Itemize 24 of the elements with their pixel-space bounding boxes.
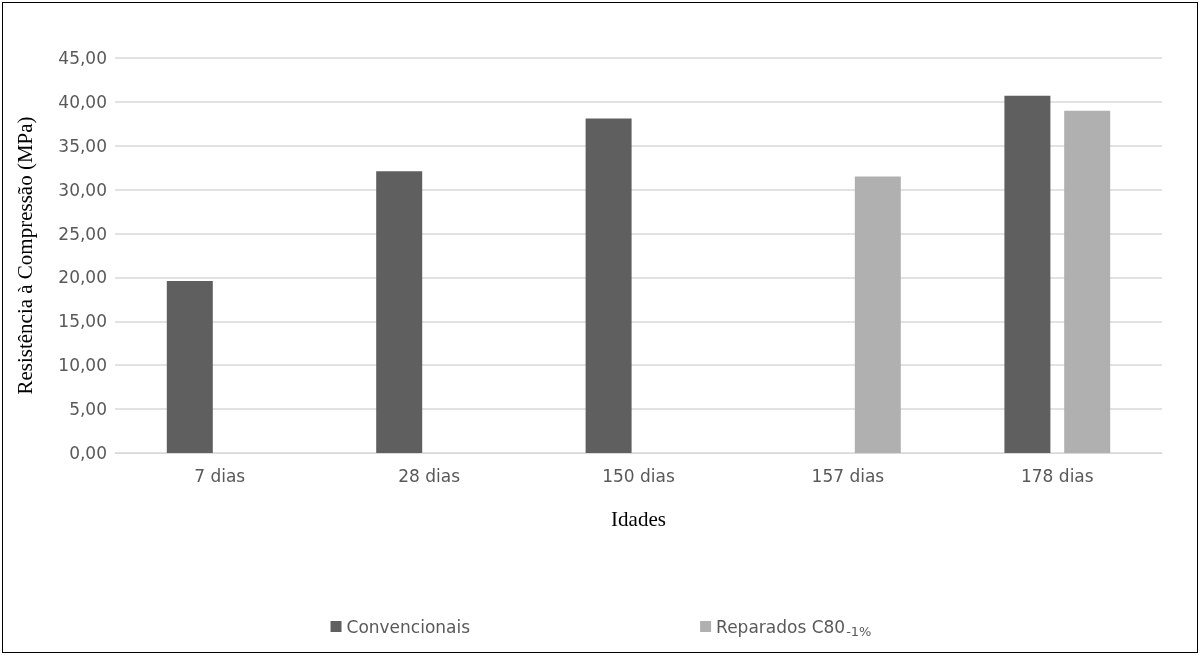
bar xyxy=(166,280,213,453)
y-tick-label: 40,00 xyxy=(58,91,107,112)
x-axis-title: Idades xyxy=(611,506,666,531)
y-tick-label: 45,00 xyxy=(58,48,107,68)
bar xyxy=(1004,95,1051,453)
y-tick-label: 5,00 xyxy=(69,399,107,420)
y-tick-label: 35,00 xyxy=(58,135,107,156)
y-tick-label: 0,00 xyxy=(69,443,107,463)
y-tick-label: 30,00 xyxy=(58,179,107,200)
y-tick-label: 10,00 xyxy=(58,355,107,376)
x-tick-label: 157 dias xyxy=(811,465,885,486)
x-tick-label: 28 dias xyxy=(398,465,461,486)
bar xyxy=(854,176,901,453)
legend-label: Convencionais xyxy=(346,616,471,637)
y-tick-label: 20,00 xyxy=(58,267,107,288)
x-tick-label: 178 dias xyxy=(1020,465,1094,486)
x-tick-label: 150 dias xyxy=(602,465,675,486)
bar xyxy=(1064,110,1111,453)
y-axis-title: Resistência à Compressão (MPa) xyxy=(12,116,37,395)
y-tick-label: 25,00 xyxy=(58,223,107,244)
bar xyxy=(585,118,632,453)
y-tick-label: 15,00 xyxy=(58,311,107,332)
bar xyxy=(376,171,423,453)
x-tick-label: 7 dias xyxy=(194,465,246,486)
